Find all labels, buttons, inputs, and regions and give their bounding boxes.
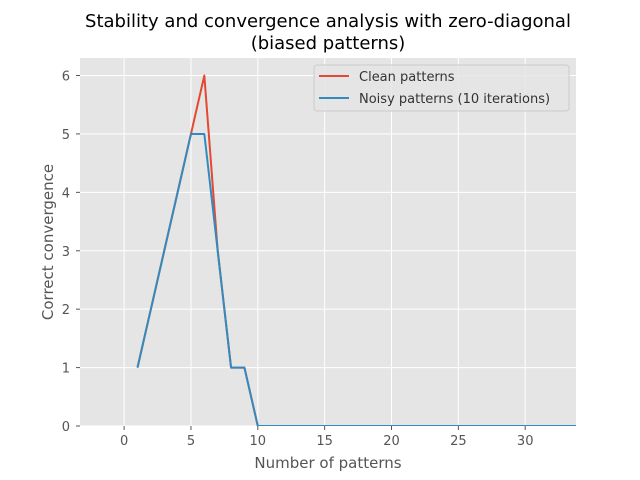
x-tick-label: 0 — [120, 434, 128, 449]
legend-box — [313, 64, 570, 112]
y-tick-label: 2 — [62, 303, 70, 318]
x-tick-label: 15 — [316, 434, 333, 449]
y-tick-label: 6 — [62, 70, 70, 85]
axis-ticks: 0 5 10 15 20 25 30 0 1 2 3 4 5 6 — [62, 70, 534, 449]
x-tick-label: 5 — [187, 434, 195, 449]
x-tick-label: 20 — [383, 434, 400, 449]
x-tick-label: 25 — [450, 434, 467, 449]
y-tick-label: 1 — [62, 362, 70, 377]
x-tick-label: 10 — [250, 434, 267, 449]
legend-label-clean: Clean patterns — [359, 70, 455, 85]
chart-title-line-2: (biased patterns) — [251, 33, 406, 54]
y-tick-label: 3 — [62, 245, 70, 260]
chart-title-line-1: Stability and convergence analysis with … — [85, 11, 571, 32]
series-line-clean-patterns — [136, 74, 576, 426]
series-line-noisy-patterns — [136, 132, 576, 426]
y-tick-label: 5 — [62, 128, 70, 143]
legend: Clean patterns Noisy patterns (10 iterat… — [313, 64, 570, 112]
plot-area — [80, 58, 576, 426]
series-lines — [136, 74, 576, 426]
legend-label-noisy: Noisy patterns (10 iterations) — [359, 92, 550, 107]
y-tick-label: 4 — [62, 186, 70, 201]
x-tick-label: 30 — [517, 434, 534, 449]
y-tick-label: 0 — [62, 420, 70, 435]
x-axis-label: Number of patterns — [254, 454, 401, 472]
y-axis-label: Correct convergence — [39, 164, 57, 320]
